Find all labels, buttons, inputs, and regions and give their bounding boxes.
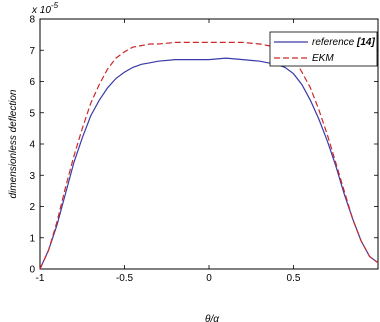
- y-tick-label: 4: [29, 140, 35, 151]
- y-tick-label: 3: [29, 171, 35, 182]
- x-axis-label: θ/α: [205, 314, 219, 322]
- legend-label-reference: reference [14]: [312, 37, 375, 48]
- y-multiplier-label: x 10-5: [31, 1, 59, 16]
- y-tick-label: 5: [29, 108, 35, 119]
- series-line-ekm: [39, 41, 379, 270]
- y-tick-label: 2: [29, 202, 35, 213]
- y-tick-label: 1: [29, 233, 35, 244]
- legend-box: [269, 31, 378, 67]
- series-lines: [39, 41, 379, 270]
- x-tick-label: 0: [206, 273, 212, 284]
- legend: reference [14] EKM: [269, 31, 378, 67]
- series-line-reference: [39, 57, 379, 270]
- legend-label-ekm: EKM: [312, 53, 334, 64]
- y-axis-label: dimensionless deflection: [8, 89, 19, 198]
- y-tick-label: 7: [29, 46, 35, 57]
- x-tick-label: -0.5: [116, 273, 134, 284]
- x-tick-label: 0.5: [287, 273, 301, 284]
- y-tick-label: 6: [29, 77, 35, 88]
- x-tick-label: -1: [36, 273, 45, 284]
- axis-ticks: 0 1 2 3 4 5 6 7 8 -1 -0.5 0 0.5: [29, 15, 378, 284]
- y-tick-label: 0: [29, 265, 35, 276]
- y-tick-label: 8: [29, 15, 35, 26]
